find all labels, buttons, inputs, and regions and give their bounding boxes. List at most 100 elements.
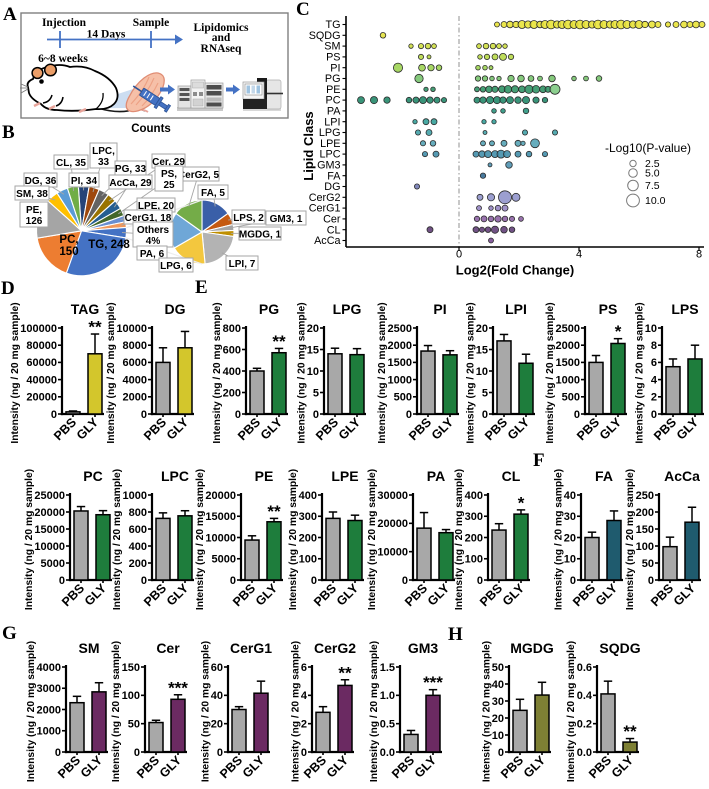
svg-text:Intensity (ng / 20 mg sample): Intensity (ng / 20 mg sample) <box>288 469 299 610</box>
svg-text:Intensity (ng / 20 mg sample): Intensity (ng / 20 mg sample) <box>26 641 37 782</box>
svg-text:SM: SM <box>79 640 100 656</box>
svg-text:*: * <box>518 493 525 512</box>
svg-text:Intensity (ng / 20 mg sample): Intensity (ng / 20 mg sample) <box>367 469 378 610</box>
svg-text:PS,: PS, <box>161 169 177 180</box>
svg-text:0: 0 <box>301 747 307 759</box>
svg-text:Intensity (ng / 20 mg sample): Intensity (ng / 20 mg sample) <box>106 302 117 443</box>
svg-text:Intensity (ng / 20 mg sample): Intensity (ng / 20 mg sample) <box>481 641 492 782</box>
svg-text:0.0: 0.0 <box>380 747 395 759</box>
svg-text:1500: 1500 <box>388 357 412 369</box>
svg-text:10: 10 <box>476 366 488 378</box>
svg-text:E: E <box>195 277 208 298</box>
svg-text:20000: 20000 <box>377 518 408 530</box>
svg-text:TG, 248: TG, 248 <box>88 239 130 251</box>
svg-text:2500: 2500 <box>556 323 580 335</box>
svg-text:0: 0 <box>498 747 504 759</box>
svg-text:4%: 4% <box>146 236 161 247</box>
svg-text:1500: 1500 <box>556 357 580 369</box>
svg-text:4: 4 <box>301 690 308 702</box>
svg-text:Intensity (ng / 20 mg sample): Intensity (ng / 20 mg sample) <box>10 302 21 443</box>
svg-text:10: 10 <box>564 554 576 566</box>
svg-text:**: ** <box>272 332 286 351</box>
svg-text:1000: 1000 <box>123 490 147 502</box>
svg-text:Intensity (ng / 20 mg sample): Intensity (ng / 20 mg sample) <box>566 641 577 782</box>
svg-text:MGDG: MGDG <box>510 640 554 656</box>
svg-text:400: 400 <box>129 541 147 553</box>
svg-text:B: B <box>2 122 15 143</box>
svg-text:DG: DG <box>165 301 186 317</box>
svg-text:LPS, 2: LPS, 2 <box>233 213 264 224</box>
svg-text:200: 200 <box>636 507 654 519</box>
svg-text:10: 10 <box>492 730 504 742</box>
svg-text:CerG2: CerG2 <box>314 640 356 656</box>
svg-text:**: ** <box>267 502 281 521</box>
svg-text:40000: 40000 <box>26 374 57 386</box>
svg-text:6~8 weeks: 6~8 weeks <box>38 53 88 65</box>
svg-text:Counts: Counts <box>131 123 171 135</box>
svg-text:Intensity (ng / 20 mg sample): Intensity (ng / 20 mg sample) <box>290 641 301 782</box>
svg-text:DG, 36: DG, 36 <box>25 176 57 187</box>
svg-text:0.2: 0.2 <box>577 718 592 730</box>
svg-text:0: 0 <box>648 575 654 587</box>
svg-text:50: 50 <box>642 558 654 570</box>
svg-text:0.5: 0.5 <box>380 718 395 730</box>
svg-text:20000: 20000 <box>26 392 57 404</box>
svg-text:0: 0 <box>59 575 65 587</box>
svg-text:500: 500 <box>562 392 580 404</box>
svg-text:**: ** <box>88 318 102 337</box>
svg-text:7.5: 7.5 <box>645 180 660 192</box>
svg-text:50: 50 <box>492 662 504 674</box>
svg-text:Intensity (ng / 20 mg sample): Intensity (ng / 20 mg sample) <box>111 641 122 782</box>
svg-text:LPI, 7: LPI, 7 <box>229 259 256 270</box>
svg-text:LPG, 6: LPG, 6 <box>160 261 192 272</box>
svg-text:60: 60 <box>211 662 223 674</box>
svg-text:-Log10(P-value): -Log10(P-value) <box>605 141 691 155</box>
svg-text:G: G <box>2 623 17 644</box>
svg-text:FA: FA <box>595 468 613 484</box>
svg-text:LPC,: LPC, <box>92 146 115 157</box>
svg-text:800: 800 <box>223 323 241 335</box>
svg-text:Intensity (ng / 20 mg sample): Intensity (ng / 20 mg sample) <box>369 641 380 782</box>
svg-text:40: 40 <box>492 679 504 691</box>
svg-text:CerG1: CerG1 <box>230 640 272 656</box>
svg-text:0: 0 <box>141 575 147 587</box>
svg-text:FA, 5: FA, 5 <box>201 188 225 199</box>
svg-text:0.0: 0.0 <box>577 747 592 759</box>
svg-text:**: ** <box>623 722 637 741</box>
svg-text:2000: 2000 <box>37 704 61 716</box>
svg-text:1000: 1000 <box>388 374 412 386</box>
svg-text:Log2(Fold Change): Log2(Fold Change) <box>456 263 574 278</box>
svg-text:0: 0 <box>217 747 223 759</box>
svg-text:2000: 2000 <box>556 340 580 352</box>
svg-text:50: 50 <box>128 718 140 730</box>
svg-text:LPI: LPI <box>505 301 527 317</box>
svg-text:0.4: 0.4 <box>577 690 593 702</box>
svg-text:1000: 1000 <box>556 374 580 386</box>
svg-text:Intensity (ng / 20 mg sample): Intensity (ng / 20 mg sample) <box>553 469 564 610</box>
svg-text:10: 10 <box>307 366 319 378</box>
svg-text:LPG: LPG <box>333 301 362 317</box>
svg-text:2500: 2500 <box>388 323 412 335</box>
svg-text:4000: 4000 <box>37 662 61 674</box>
svg-text:20: 20 <box>564 532 576 544</box>
svg-text:8000: 8000 <box>123 340 147 352</box>
svg-text:0: 0 <box>134 747 140 759</box>
svg-text:Intensity (ng / 20 mg sample): Intensity (ng / 20 mg sample) <box>112 469 123 610</box>
svg-text:400: 400 <box>223 366 241 378</box>
svg-text:Intensity (ng / 20 mg sample): Intensity (ng / 20 mg sample) <box>212 302 223 443</box>
svg-text:CL, 35: CL, 35 <box>56 158 86 169</box>
svg-text:Intensity (ng / 20 mg sample): Intensity (ng / 20 mg sample) <box>377 302 388 443</box>
svg-text:Lipid Class: Lipid Class <box>301 111 316 180</box>
svg-text:SM, 38: SM, 38 <box>16 189 48 200</box>
svg-text:200: 200 <box>299 532 317 544</box>
svg-text:10000: 10000 <box>116 323 147 335</box>
svg-text:AcCa: AcCa <box>664 468 700 484</box>
svg-text:0: 0 <box>313 409 319 421</box>
svg-text:100: 100 <box>636 541 654 553</box>
svg-text:0.6: 0.6 <box>577 662 592 674</box>
svg-text:CL: CL <box>502 468 521 484</box>
svg-text:0: 0 <box>311 575 317 587</box>
svg-text:PI, 34: PI, 34 <box>71 176 98 187</box>
svg-text:300: 300 <box>465 511 483 523</box>
svg-text:100: 100 <box>299 554 317 566</box>
